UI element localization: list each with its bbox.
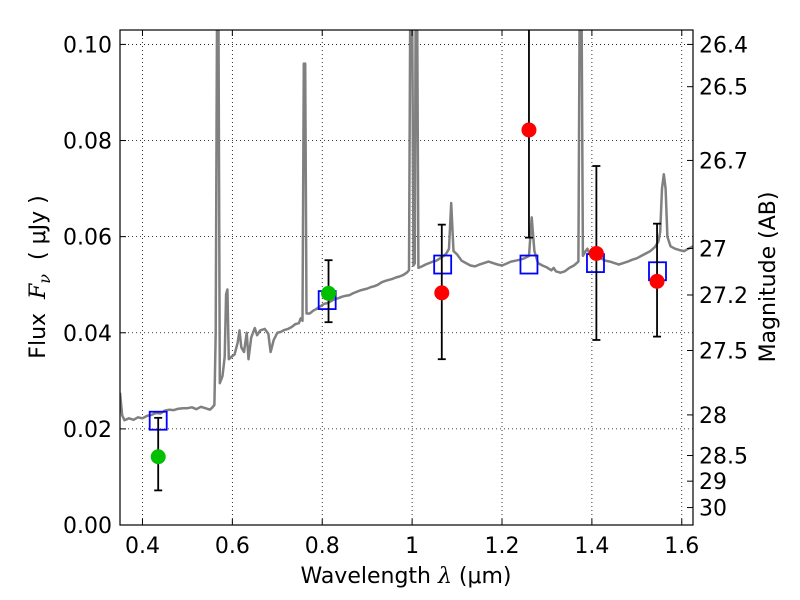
x-axis-label-symbol: λ bbox=[437, 564, 452, 589]
x-tick-label: 0.4 bbox=[125, 534, 160, 559]
axis-ticks: 0.4 0.6 0.8 1 1.2 1.4 1.6 0.00 0.02 0.04 0.06 0.08 0… bbox=[63, 30, 748, 559]
magnitude-tick-label: 28.5 bbox=[699, 445, 748, 470]
x-tick-label: 0.6 bbox=[215, 534, 250, 559]
y-tick-label: 0.10 bbox=[63, 33, 112, 58]
magnitude-tick-label: 28 bbox=[699, 404, 727, 429]
x-axis-label: Wavelength λ (μm) bbox=[300, 564, 511, 589]
magnitude-tick-label: 26.5 bbox=[699, 76, 748, 101]
y-axis-label-prefix: Flux bbox=[26, 299, 51, 359]
observed-photometry-point bbox=[321, 285, 337, 301]
grid-lines bbox=[120, 30, 693, 526]
y-tick-label: 0.02 bbox=[63, 418, 112, 443]
y-axis-label-symbol: F bbox=[26, 283, 51, 300]
magnitude-tick-label: 27.2 bbox=[699, 284, 748, 309]
model-photometry-square bbox=[519, 254, 539, 275]
y-axis-label-subscript: ν bbox=[35, 274, 54, 284]
magnitude-tick-label: 30 bbox=[699, 497, 727, 522]
y-axis-label: Flux Fν ( μJy ) bbox=[26, 195, 54, 358]
error-bar-layer bbox=[154, 30, 662, 492]
x-tick-label: 1.4 bbox=[574, 534, 609, 559]
magnitude-tick-label: 26.4 bbox=[699, 33, 748, 58]
plot-frame bbox=[119, 29, 694, 526]
y-tick-label: 0.04 bbox=[63, 322, 112, 347]
magnitude-tick-label: 27.5 bbox=[699, 340, 748, 365]
y-axis-label-unit: ( μJy ) bbox=[26, 195, 51, 274]
magnitude-tick-label: 29 bbox=[699, 470, 727, 495]
observed-photometry-point bbox=[434, 285, 450, 301]
x-tick-label: 0.8 bbox=[305, 534, 340, 559]
observed-photometry-point bbox=[588, 245, 604, 261]
model-spectrum-layer bbox=[120, 30, 693, 422]
y-tick-label: 0.08 bbox=[63, 130, 112, 155]
observed-photometry-layer bbox=[150, 122, 665, 465]
y2-axis-label: Magnitude (AB) bbox=[756, 192, 781, 363]
y-tick-label: 0.00 bbox=[63, 514, 112, 539]
magnitude-tick-label: 27 bbox=[699, 237, 727, 262]
observed-photometry-point bbox=[150, 449, 166, 465]
x-tick-label: 1.6 bbox=[664, 534, 699, 559]
observed-photometry-point bbox=[649, 273, 665, 289]
x-tick-label: 1.2 bbox=[485, 534, 520, 559]
x-tick-label: 1 bbox=[405, 534, 419, 559]
x-axis-label-prefix: Wavelength bbox=[300, 564, 438, 589]
y-tick-label: 0.06 bbox=[63, 226, 112, 251]
x-axis-label-unit: (μm) bbox=[452, 564, 512, 589]
model-photometry-layer bbox=[148, 253, 667, 431]
observed-photometry-point bbox=[521, 122, 537, 138]
magnitude-tick-label: 26.7 bbox=[699, 149, 748, 174]
model-spectrum-line bbox=[120, 30, 693, 422]
